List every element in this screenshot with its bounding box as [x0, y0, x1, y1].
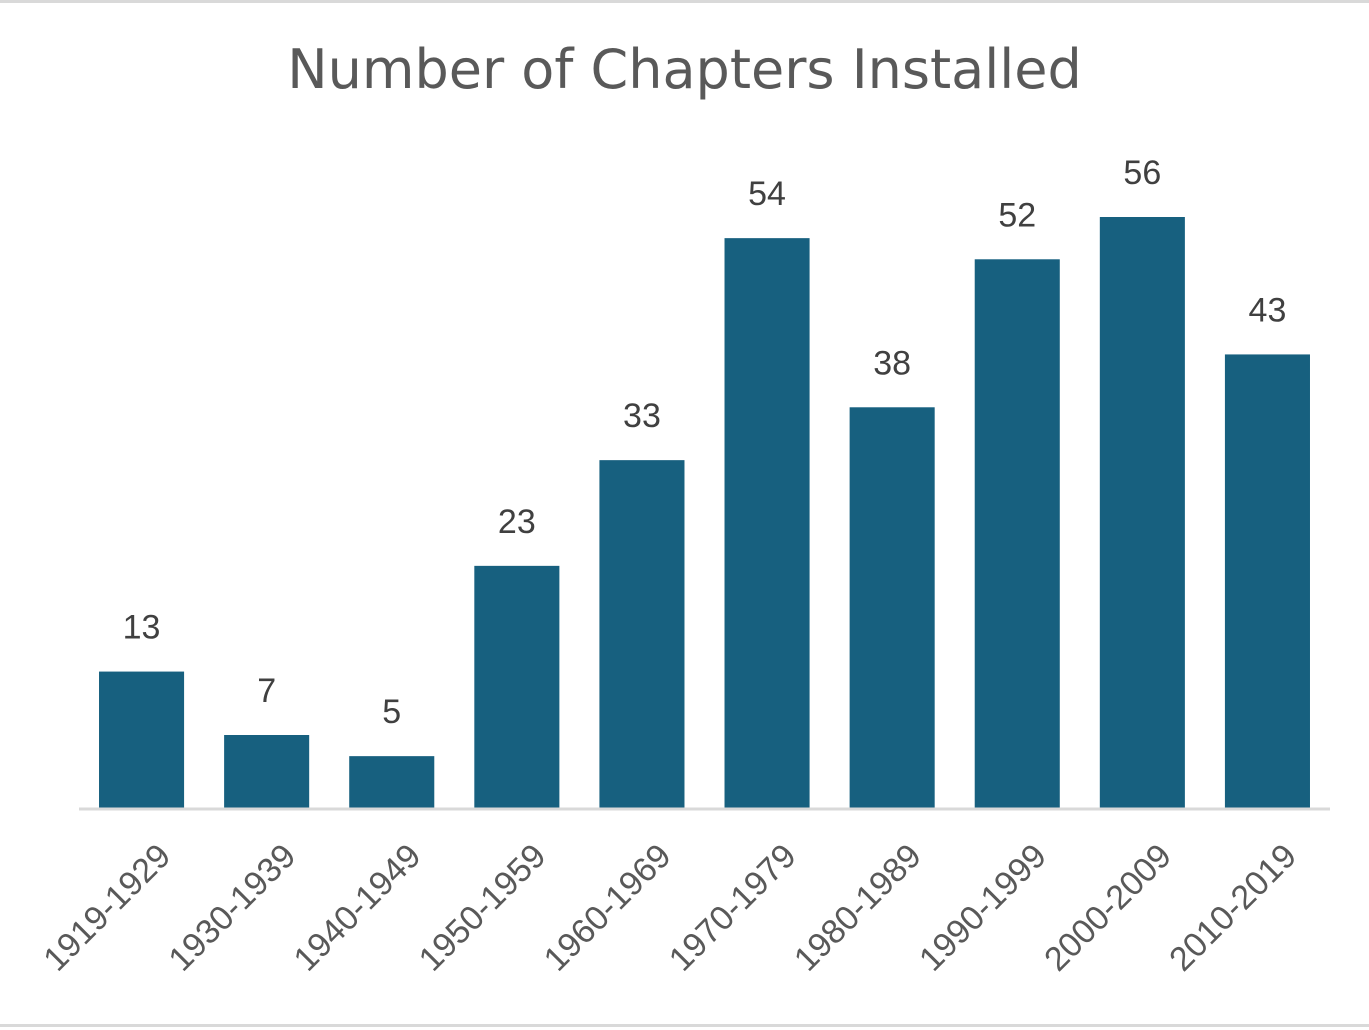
bar-1950-1959 [474, 565, 560, 809]
x-tick-label-1940-1949: 1940-1949 [287, 837, 429, 979]
x-tick-label-1950-1959: 1950-1959 [412, 837, 554, 979]
bar-1930-1939 [224, 735, 310, 809]
bar-1980-1989 [849, 407, 935, 809]
bar-1940-1949 [349, 756, 435, 809]
bar-1919-1929 [99, 671, 185, 809]
x-tick-label-1980-1989: 1980-1989 [787, 837, 929, 979]
x-tick-label-1960-1969: 1960-1969 [537, 837, 679, 979]
data-label-2000-2009: 56 [1123, 154, 1161, 192]
x-tick-label-1990-1999: 1990-1999 [912, 837, 1054, 979]
bar-1970-1979 [724, 238, 810, 810]
chart-title: Number of Chapters Installed [287, 38, 1082, 101]
x-tick-label-1970-1979: 1970-1979 [662, 837, 804, 979]
data-label-1960-1969: 33 [623, 397, 661, 435]
data-label-2010-2019: 43 [1249, 291, 1287, 329]
data-label-1930-1939: 7 [257, 672, 276, 710]
data-label-1919-1929: 13 [123, 609, 161, 647]
data-label-1940-1949: 5 [382, 693, 401, 731]
x-tick-label-2000-2009: 2000-2009 [1037, 837, 1179, 979]
data-label-1980-1989: 38 [873, 344, 911, 382]
bar-2000-2009 [1099, 217, 1185, 809]
bar-1990-1999 [974, 259, 1060, 809]
data-label-1950-1959: 23 [498, 503, 536, 541]
bar-2010-2019 [1224, 354, 1310, 809]
bar-1960-1969 [599, 460, 685, 809]
x-tick-label-1919-1929: 1919-1929 [36, 837, 178, 979]
data-label-1990-1999: 52 [998, 196, 1036, 234]
data-label-1970-1979: 54 [748, 175, 786, 213]
x-tick-label-1930-1939: 1930-1939 [161, 837, 303, 979]
bar-chart: 13 1919-1929 7 1930-1939 5 1940-1949 23 1950-19… [36, 154, 1330, 979]
x-tick-label-2010-2019: 2010-2019 [1162, 837, 1304, 979]
